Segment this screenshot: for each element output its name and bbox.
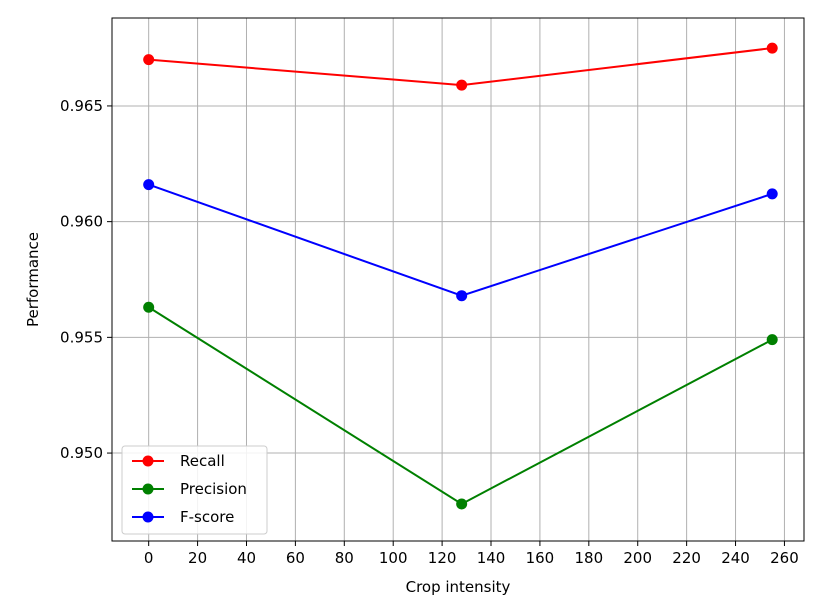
x-tick-label: 260 bbox=[770, 549, 799, 567]
series-lines bbox=[143, 42, 778, 510]
x-tick-label: 120 bbox=[428, 549, 457, 567]
data-point-recall bbox=[766, 42, 778, 54]
x-tick-label: 240 bbox=[721, 549, 750, 567]
x-tick-label: 140 bbox=[477, 549, 506, 567]
x-tick-label: 160 bbox=[526, 549, 555, 567]
y-tick-label: 0.960 bbox=[60, 213, 103, 231]
x-tick-label: 180 bbox=[574, 549, 603, 567]
x-tick-label: 220 bbox=[672, 549, 701, 567]
y-tick-label: 0.965 bbox=[60, 97, 103, 115]
legend-marker-f-score bbox=[142, 511, 154, 523]
legend-marker-precision bbox=[142, 483, 154, 495]
data-point-recall bbox=[143, 54, 155, 66]
y-tick-label: 0.950 bbox=[60, 444, 103, 462]
data-point-f-score bbox=[766, 188, 778, 200]
x-axis-label: Crop intensity bbox=[406, 578, 511, 596]
y-tick-label: 0.955 bbox=[60, 328, 103, 346]
legend-label-recall: Recall bbox=[180, 452, 225, 470]
y-axis-label: Performance bbox=[24, 232, 42, 327]
x-tick-label: 60 bbox=[286, 549, 305, 567]
x-tick-label: 20 bbox=[188, 549, 207, 567]
data-point-precision bbox=[143, 301, 155, 313]
legend-label-precision: Precision bbox=[180, 480, 247, 498]
x-tick-label: 100 bbox=[379, 549, 408, 567]
x-tick-label: 200 bbox=[623, 549, 652, 567]
plot-area-frame bbox=[111, 17, 805, 542]
legend-box bbox=[121, 445, 268, 535]
x-tick-label: 80 bbox=[335, 549, 354, 567]
legend-label-f-score: F-score bbox=[180, 508, 234, 526]
axis-ticks: 0 20 40 60 80 100 120 140 160 180 200 220 240 260 0.95… bbox=[60, 97, 799, 567]
legend: Recall Precision F-score bbox=[121, 445, 268, 535]
x-tick-label: 0 bbox=[144, 549, 154, 567]
data-point-f-score bbox=[143, 179, 155, 191]
data-point-f-score bbox=[456, 290, 468, 302]
x-tick-label: 40 bbox=[237, 549, 256, 567]
grid bbox=[112, 18, 804, 541]
data-point-precision bbox=[456, 498, 468, 510]
data-point-recall bbox=[456, 79, 468, 91]
data-point-precision bbox=[766, 334, 778, 346]
legend-marker-recall bbox=[142, 455, 154, 467]
